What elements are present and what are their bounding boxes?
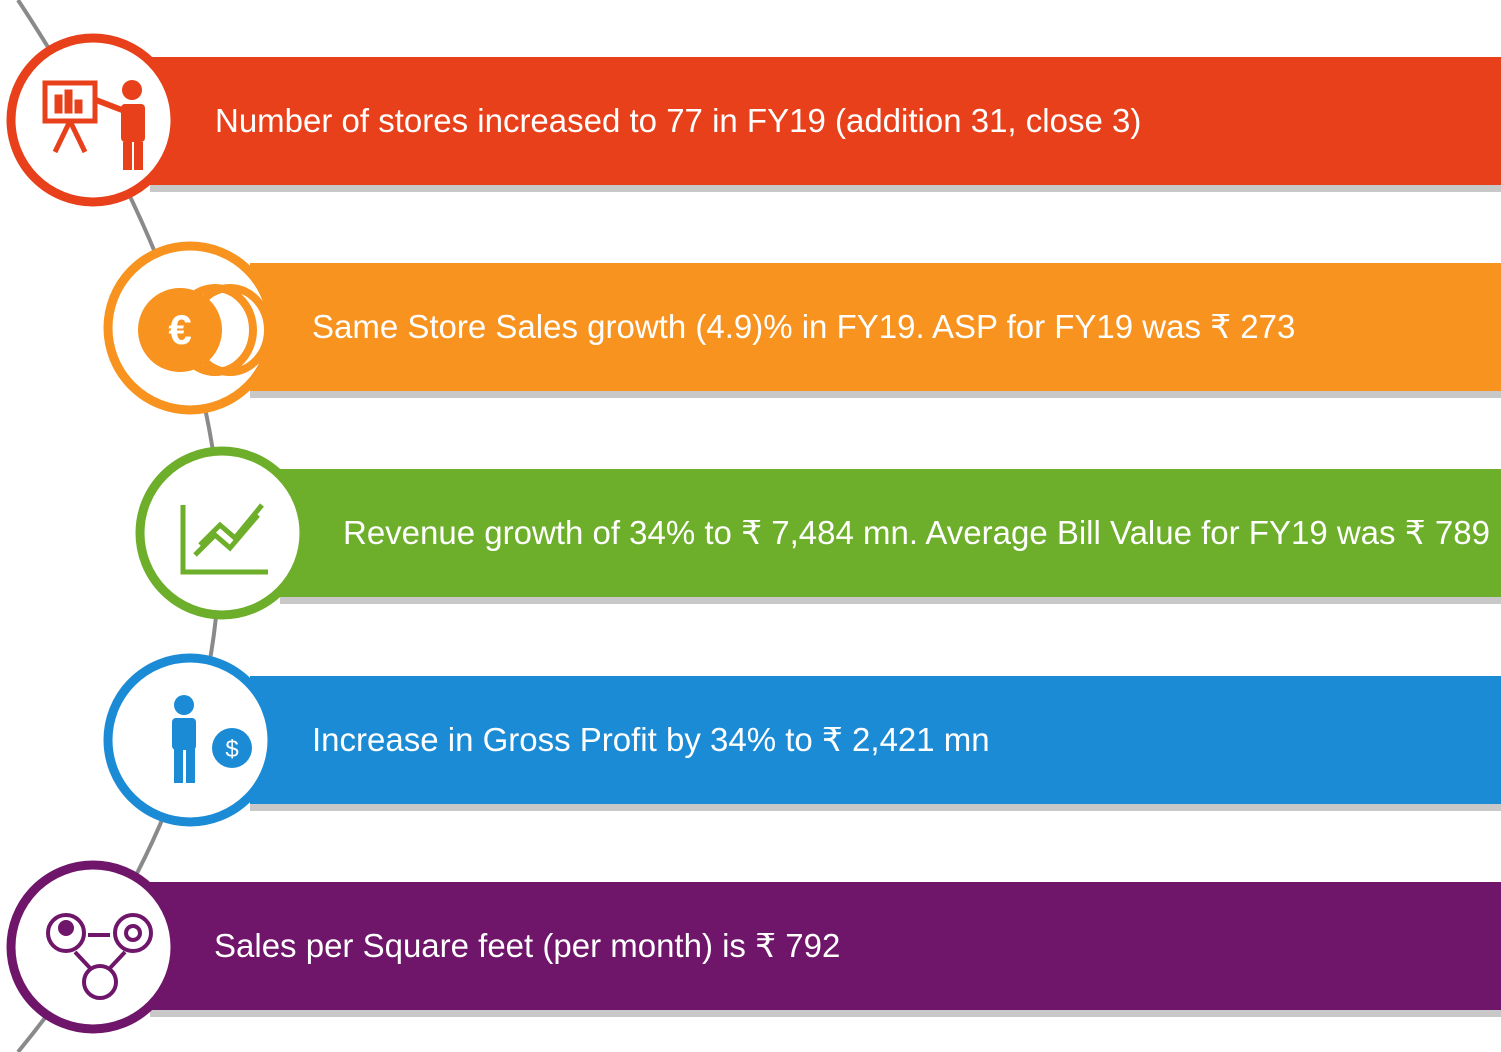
svg-text:$: $ xyxy=(225,736,238,763)
item-text: Same Store Sales growth (4.9)% in FY19. … xyxy=(312,308,1296,345)
circle xyxy=(135,446,309,620)
item-text: Sales per Square feet (per month) is ₹ 7… xyxy=(214,927,841,964)
bar xyxy=(280,469,1501,597)
bar xyxy=(150,882,1501,1010)
bars xyxy=(150,57,1501,1017)
bar xyxy=(250,676,1501,804)
item-text: Revenue growth of 34% to ₹ 7,484 mn. Ave… xyxy=(343,514,1490,551)
item-text: Increase in Gross Profit by 34% to ₹ 2,4… xyxy=(312,721,990,758)
icon-profit: $ xyxy=(172,695,252,783)
bar xyxy=(250,263,1501,391)
icon-network xyxy=(46,913,153,1000)
svg-text:€: € xyxy=(168,306,191,353)
icon-coins: € xyxy=(138,284,272,376)
circle xyxy=(6,860,180,1034)
item-text: Number of stores increased to 77 in FY19… xyxy=(215,102,1142,139)
icon-growth xyxy=(180,503,268,575)
icon-presentation xyxy=(42,80,145,170)
bar xyxy=(150,57,1501,185)
